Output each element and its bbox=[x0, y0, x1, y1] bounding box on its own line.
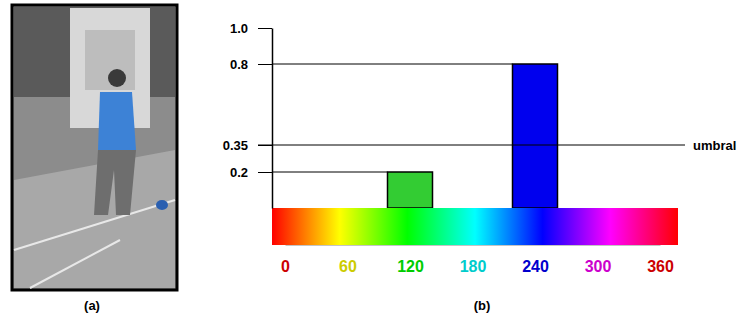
y-tick-label: 1.0 bbox=[230, 21, 248, 36]
x-tick-label: 0 bbox=[281, 258, 290, 275]
panel-label: (b) bbox=[474, 298, 491, 313]
x-tick: 180 bbox=[460, 245, 487, 275]
x-tick-label: 180 bbox=[460, 258, 487, 275]
y-tick-line bbox=[258, 64, 272, 65]
person-head bbox=[108, 69, 126, 87]
x-tick: 360 bbox=[647, 245, 674, 275]
photo-frame bbox=[12, 5, 177, 290]
x-tick-label: 240 bbox=[522, 258, 549, 275]
x-tick-label: 360 bbox=[647, 258, 674, 275]
y-axis-line bbox=[272, 29, 274, 209]
x-tick-label: 60 bbox=[339, 258, 357, 275]
bar bbox=[513, 64, 558, 208]
value-line bbox=[272, 172, 388, 173]
x-tick-label: 120 bbox=[397, 258, 424, 275]
bar bbox=[388, 172, 433, 208]
y-tick-label: 0.8 bbox=[230, 57, 248, 72]
photo-floor bbox=[14, 150, 175, 288]
person-pants bbox=[94, 150, 136, 215]
y-tick: 0.8 bbox=[230, 57, 272, 72]
x-tick: 120 bbox=[397, 245, 424, 275]
x-tick: 300 bbox=[585, 245, 612, 275]
photo bbox=[12, 5, 177, 290]
y-tick-line bbox=[258, 172, 272, 173]
y-axis: 1.0 0.8 0.35 0.2 bbox=[223, 21, 273, 209]
y-tick: 1.0 bbox=[230, 21, 272, 36]
hue-strip bbox=[272, 208, 678, 245]
photo-floor-line bbox=[30, 240, 120, 288]
person-shirt bbox=[98, 92, 136, 150]
value-line bbox=[272, 64, 513, 65]
x-tick: 0 bbox=[281, 245, 290, 275]
y-tick-label: 0.35 bbox=[223, 138, 248, 153]
x-axis-line bbox=[286, 245, 661, 246]
threshold-label: umbral bbox=[693, 138, 736, 153]
figure: (a) (b) 1.0 0.8 0.35 0.2 0 60 120 180 240 300 360 umb… bbox=[0, 0, 751, 320]
photo-ball bbox=[156, 200, 168, 210]
x-axis: 0 60 120 180 240 300 360 bbox=[281, 245, 674, 275]
plot-area bbox=[272, 64, 558, 208]
y-tick-label: 0.2 bbox=[230, 165, 248, 180]
x-tick-label: 300 bbox=[585, 258, 612, 275]
x-tick: 60 bbox=[339, 245, 357, 275]
y-tick: 0.2 bbox=[230, 165, 272, 180]
x-tick: 240 bbox=[522, 245, 549, 275]
photo-machine-panel bbox=[85, 30, 135, 90]
panel-label: (a) bbox=[84, 298, 100, 313]
y-tick-line bbox=[258, 28, 272, 29]
threshold-line bbox=[258, 145, 685, 146]
